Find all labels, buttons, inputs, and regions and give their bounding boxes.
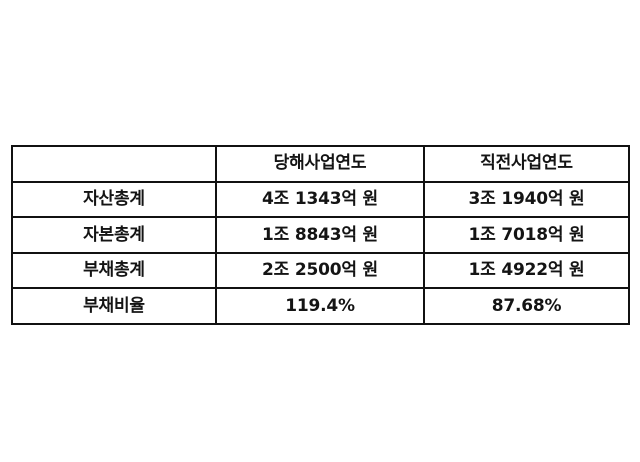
cell-total-equity-current: 1조 8843억 원 bbox=[215, 216, 425, 254]
financial-summary-table-container: 당해사업연도 직전사업연도 자산총계 4조 1343억 원 3조 1940억 원… bbox=[11, 145, 630, 325]
table-row: 부채비율 119.4% 87.68% bbox=[11, 287, 630, 325]
cell-total-liabilities-previous: 1조 4922억 원 bbox=[423, 251, 630, 290]
table-row: 자본총계 1조 8843억 원 1조 7018억 원 bbox=[11, 216, 630, 254]
cell-debt-ratio-current: 119.4% bbox=[215, 287, 425, 325]
cell-total-assets-current: 4조 1343억 원 bbox=[215, 180, 425, 219]
table-row: 부채총계 2조 2500억 원 1조 4922억 원 bbox=[11, 251, 630, 290]
cell-total-assets-previous: 3조 1940억 원 bbox=[423, 180, 630, 219]
header-cell-corner bbox=[11, 145, 217, 183]
row-label-total-assets: 자산총계 bbox=[11, 180, 217, 219]
table-row: 자산총계 4조 1343억 원 3조 1940억 원 bbox=[11, 180, 630, 219]
row-label-total-liabilities: 부채총계 bbox=[11, 251, 217, 290]
financial-summary-table: 당해사업연도 직전사업연도 자산총계 4조 1343억 원 3조 1940억 원… bbox=[11, 145, 630, 325]
row-label-debt-ratio: 부채비율 bbox=[11, 287, 217, 325]
header-cell-previous-year: 직전사업연도 bbox=[423, 145, 630, 183]
header-cell-current-year: 당해사업연도 bbox=[215, 145, 425, 183]
table-header-row: 당해사업연도 직전사업연도 bbox=[11, 145, 630, 183]
cell-total-liabilities-current: 2조 2500억 원 bbox=[215, 251, 425, 290]
cell-debt-ratio-previous: 87.68% bbox=[423, 287, 630, 325]
row-label-total-equity: 자본총계 bbox=[11, 216, 217, 254]
cell-total-equity-previous: 1조 7018억 원 bbox=[423, 216, 630, 254]
